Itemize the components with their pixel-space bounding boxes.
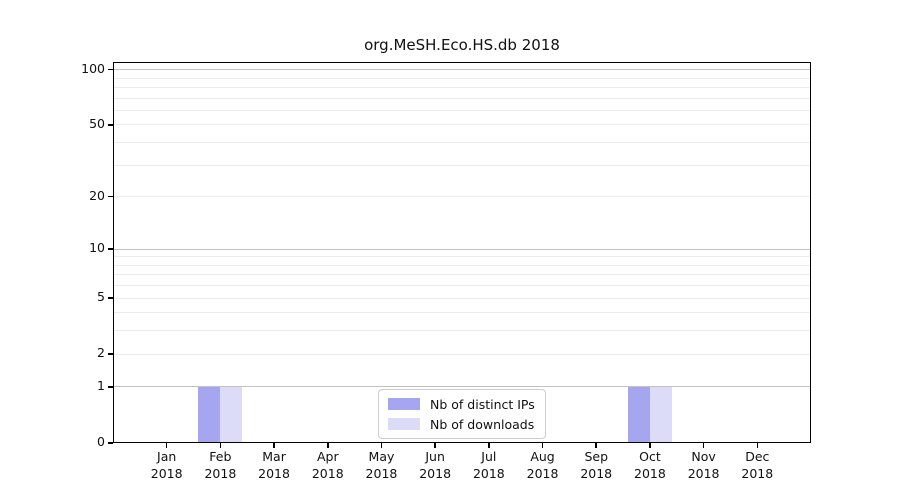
x-tick-year: 2018: [472, 466, 505, 481]
y-tick-label: 100: [81, 60, 105, 76]
grid-line-major: [113, 69, 811, 71]
x-tick-year: 2018: [526, 466, 559, 481]
grid-line-minor: [113, 124, 811, 126]
x-tick: [702, 443, 705, 448]
x-tick-year: 2018: [365, 466, 398, 481]
grid-line-minor: [113, 285, 811, 287]
legend-item-distinct-ips: Nb of distinct IPs: [388, 394, 536, 414]
y-tick-label: 10: [89, 240, 105, 255]
legend-swatch-distinct-ips: [388, 398, 420, 410]
x-tick-month: Jan: [157, 449, 177, 464]
x-tick-label: Feb 2018: [190, 448, 250, 482]
x-tick-label: May 2018: [351, 448, 411, 482]
grid-line-minor: [113, 353, 811, 355]
x-tick-month: Aug: [530, 449, 555, 464]
x-tick-month: Sep: [584, 449, 608, 464]
grid-line-minor: [113, 264, 811, 266]
y-tick-label: 0: [97, 434, 105, 449]
x-tick-label: Sep 2018: [566, 448, 626, 482]
grid-line-minor: [113, 297, 811, 299]
x-tick-month: Feb: [209, 449, 232, 464]
grid-line-minor: [113, 256, 811, 258]
x-tick: [595, 443, 597, 448]
x-tick-label: Apr 2018: [298, 448, 358, 482]
x-tick: [541, 443, 544, 448]
y-tick-label: 2: [97, 345, 105, 361]
x-tick: [219, 443, 222, 448]
x-tick-label: Dec 2018: [727, 448, 787, 482]
x-tick-month: Apr: [316, 449, 339, 464]
y-tick: [108, 124, 113, 126]
x-tick: [327, 443, 329, 448]
y-tick-label: 1: [97, 377, 105, 393]
bar-downloads-oct: [649, 386, 672, 443]
grid-line-minor: [113, 109, 811, 111]
x-tick: [434, 443, 436, 448]
y-tick: [108, 195, 113, 198]
bar-distinct-ips-oct: [627, 386, 650, 443]
x-tick-label: Oct 2018: [620, 448, 680, 482]
bar-downloads-feb: [220, 386, 243, 443]
legend-swatch-downloads: [388, 418, 420, 430]
x-tick-label: Mar 2018: [244, 448, 304, 482]
x-tick-month: Dec: [745, 449, 770, 464]
x-tick-month: Oct: [639, 449, 661, 464]
grid-line-minor: [113, 196, 811, 198]
grid-line-minor: [113, 164, 811, 166]
x-tick-month: Mar: [262, 449, 286, 464]
grid-line-minor: [113, 97, 811, 99]
x-tick: [165, 443, 168, 448]
x-tick-year: 2018: [311, 466, 344, 481]
y-tick: [108, 442, 113, 444]
y-tick: [108, 386, 113, 388]
x-tick-label: Jul 2018: [459, 448, 519, 482]
y-tick: [108, 353, 113, 355]
y-tick: [108, 68, 113, 71]
x-tick-year: 2018: [419, 466, 452, 481]
x-tick-year: 2018: [204, 466, 237, 481]
grid-line-major: [113, 248, 811, 250]
bar-distinct-ips-feb: [198, 386, 221, 443]
grid-line-minor: [113, 77, 811, 79]
y-tick: [108, 248, 113, 250]
x-tick: [488, 443, 490, 448]
x-tick-month: Jun: [425, 449, 445, 464]
y-tick-label: 5: [97, 289, 105, 305]
x-tick-year: 2018: [741, 466, 774, 481]
grid-line-major: [113, 386, 811, 388]
x-tick-year: 2018: [687, 466, 720, 481]
x-tick-month: Nov: [691, 449, 716, 464]
legend: Nb of distinct IPs Nb of downloads: [378, 389, 546, 439]
x-tick-year: 2018: [580, 466, 613, 481]
x-tick: [756, 443, 759, 448]
x-tick-month: May: [368, 449, 395, 464]
grid-line-minor: [113, 312, 811, 314]
x-tick-year: 2018: [634, 466, 666, 481]
chart-title: org.MeSH.Eco.HS.db 2018: [364, 36, 560, 54]
x-tick-year: 2018: [258, 466, 290, 481]
x-tick: [273, 443, 275, 448]
y-tick: [108, 297, 113, 299]
x-tick-label: Aug 2018: [513, 448, 573, 482]
y-tick-label: 20: [89, 187, 105, 203]
legend-item-downloads: Nb of downloads: [388, 414, 536, 434]
x-tick: [649, 443, 651, 448]
legend-label-downloads: Nb of downloads: [430, 416, 535, 432]
grid-line-minor: [113, 142, 811, 144]
legend-label-distinct-ips: Nb of distinct IPs: [430, 396, 535, 412]
grid-line-minor: [113, 274, 811, 276]
x-tick-month: Jul: [481, 449, 497, 464]
grid-line-minor: [113, 330, 811, 332]
y-tick-label: 50: [89, 115, 105, 131]
x-tick-year: 2018: [150, 466, 183, 481]
grid-line-minor: [113, 86, 811, 88]
x-tick-label: Jun 2018: [405, 448, 465, 482]
x-tick-label: Nov 2018: [674, 448, 734, 482]
x-tick-label: Jan 2018: [137, 448, 197, 482]
x-tick: [380, 443, 383, 448]
